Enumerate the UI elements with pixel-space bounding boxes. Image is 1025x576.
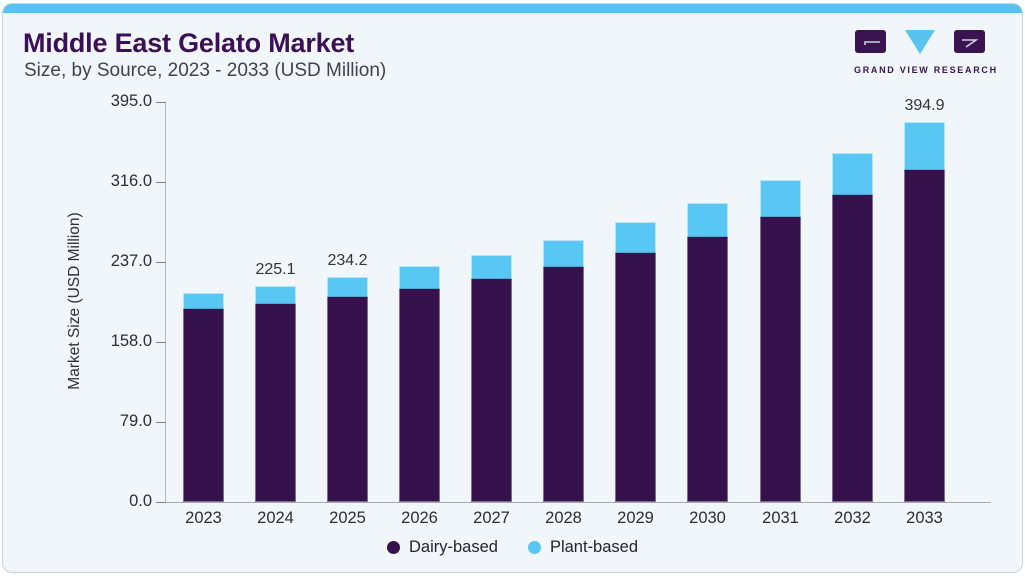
x-axis-label-2030: 2030 xyxy=(689,509,726,527)
bar-2028-dairy-segment xyxy=(543,267,584,502)
x-axis-label-2025: 2025 xyxy=(329,509,366,527)
legend-item-plant-based: Plant-based xyxy=(527,538,639,557)
bar-value-label-2033: 394.9 xyxy=(904,97,945,114)
legend-dot-icon xyxy=(527,541,541,554)
bar-2033-dairy-segment xyxy=(904,170,945,502)
bar-2026-plant-segment xyxy=(399,266,440,289)
x-axis-label-2027: 2027 xyxy=(473,509,510,527)
bar-2032 xyxy=(832,153,873,502)
bar-2027-dairy-segment xyxy=(471,279,512,502)
bar-2029-dairy-segment xyxy=(615,253,656,502)
bar-2031 xyxy=(760,180,801,502)
bar-2026 xyxy=(399,266,440,502)
bar-2026-dairy-segment xyxy=(399,289,440,502)
y-tick xyxy=(156,262,166,263)
x-axis-label-2029: 2029 xyxy=(617,509,654,527)
top-accent-bar xyxy=(3,4,1022,13)
bar-2030-plant-segment xyxy=(687,203,728,237)
bar-2025-plant-segment xyxy=(327,277,368,297)
bar-2023-dairy-segment xyxy=(183,309,224,502)
bar-value-label-2025: 234.2 xyxy=(327,252,368,269)
bar-value-label-2024: 225.1 xyxy=(255,261,296,278)
x-axis-label-2024: 2024 xyxy=(257,509,294,527)
gvr-logo-icon xyxy=(855,30,985,54)
bar-2032-plant-segment xyxy=(832,153,873,195)
legend-item-dairy-based: Dairy-based xyxy=(386,538,498,557)
legend-label: Dairy-based xyxy=(408,538,498,556)
x-axis-label-2026: 2026 xyxy=(401,509,438,527)
bar-2033-plant-segment xyxy=(904,122,945,170)
x-axis-label-2031: 2031 xyxy=(762,509,799,527)
y-tick xyxy=(156,342,166,343)
bar-2029 xyxy=(615,222,656,502)
bar-2025-dairy-segment xyxy=(327,297,368,502)
bar-2030 xyxy=(687,203,728,502)
bar-2031-plant-segment xyxy=(760,180,801,217)
chart-card: Middle East Gelato Market Size, by Sourc… xyxy=(2,3,1023,573)
bar-2024 xyxy=(255,286,296,502)
bar-2030-dairy-segment xyxy=(687,237,728,502)
y-tick-label: 158.0 xyxy=(110,332,152,350)
x-axis-label-2023: 2023 xyxy=(185,509,222,527)
bar-2023-plant-segment xyxy=(183,293,224,309)
y-tick-label: 316.0 xyxy=(110,172,152,190)
x-axis-label-2028: 2028 xyxy=(545,509,582,527)
x-axis-label-2032: 2032 xyxy=(834,509,871,527)
bar-2032-dairy-segment xyxy=(832,195,873,502)
bar-2028-plant-segment xyxy=(543,240,584,267)
plot-area: 395.0 316.0 237.0 158.0 79.0 0.0 2023 225.1 2024… xyxy=(111,92,991,527)
y-tick-label: 0.0 xyxy=(129,492,152,510)
legend-label: Plant-based xyxy=(549,538,639,556)
legend-dot-icon xyxy=(386,541,400,554)
y-tick-label: 237.0 xyxy=(110,252,152,270)
bar-2027-plant-segment xyxy=(471,255,512,279)
bar-2028 xyxy=(543,240,584,502)
gvr-logo-text: GRAND VIEW RESEARCH xyxy=(854,65,998,75)
y-axis-title: Market Size (USD Million) xyxy=(66,212,83,390)
y-tick-label: 79.0 xyxy=(119,412,152,430)
y-tick xyxy=(156,502,166,503)
page-subtitle: Size, by Source, 2023 - 2033 (USD Millio… xyxy=(24,60,387,81)
bar-2027 xyxy=(471,255,512,502)
y-tick-label: 395.0 xyxy=(110,92,152,110)
bar-2025 xyxy=(327,277,368,502)
y-tick xyxy=(156,182,166,183)
bar-2033 xyxy=(904,122,945,502)
bar-2024-dairy-segment xyxy=(255,304,296,502)
bar-2029-plant-segment xyxy=(615,222,656,253)
chart-legend: Dairy-based Plant-based xyxy=(3,538,1022,557)
bar-2031-dairy-segment xyxy=(760,217,801,502)
grand-view-research-logo: GRAND VIEW RESEARCH xyxy=(854,30,998,75)
bar-2024-plant-segment xyxy=(255,286,296,304)
y-tick xyxy=(156,422,166,423)
y-tick xyxy=(156,102,166,103)
bar-2023 xyxy=(183,293,224,502)
page-title: Middle East Gelato Market xyxy=(23,28,355,58)
x-axis-label-2033: 2033 xyxy=(906,509,943,527)
